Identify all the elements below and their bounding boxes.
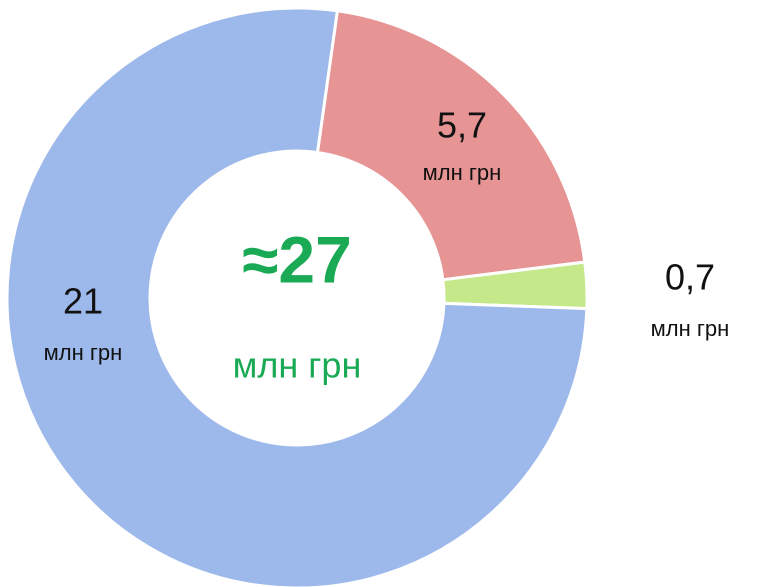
center-unit: млн грн (233, 345, 362, 386)
value-label: 5,7 (437, 105, 487, 146)
value-label: 21 (63, 281, 103, 322)
unit-label: млн грн (423, 160, 502, 185)
unit-label: млн грн (651, 316, 730, 341)
center-label: ≈27 (242, 222, 352, 296)
value-label: 0,7 (665, 257, 715, 298)
slice (5, 6, 589, 587)
unit-label: млн грн (44, 340, 123, 365)
slice (315, 9, 587, 282)
slices (5, 6, 589, 587)
